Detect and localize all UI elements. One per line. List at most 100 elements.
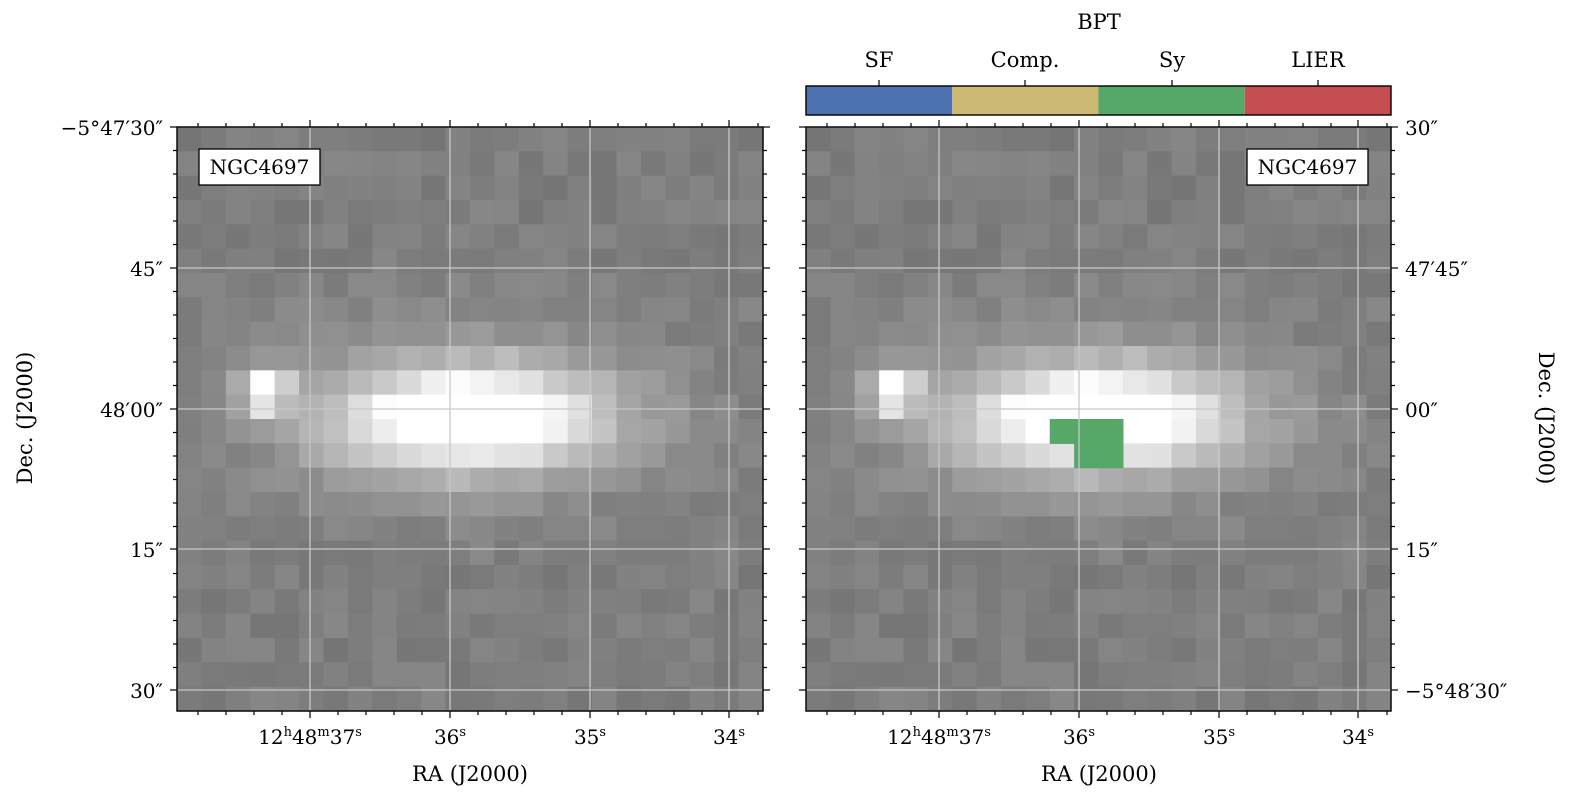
colorbar-frame xyxy=(805,85,1392,116)
image-pixel xyxy=(494,589,520,615)
image-pixel xyxy=(323,151,349,177)
image-pixel xyxy=(543,467,569,493)
image-pixel xyxy=(1244,127,1270,152)
image-pixel xyxy=(1098,540,1124,566)
image-pixel xyxy=(1122,686,1148,712)
image-pixel xyxy=(1122,321,1148,347)
right-xtick-label-1: 36s xyxy=(1063,725,1095,749)
image-pixel xyxy=(976,297,1002,323)
image-pixel xyxy=(879,151,905,177)
image-pixel xyxy=(518,248,544,274)
image-pixel xyxy=(323,540,349,566)
image-pixel xyxy=(1269,321,1295,347)
image-pixel xyxy=(445,151,471,177)
image-pixel xyxy=(274,273,300,298)
image-pixel xyxy=(201,370,227,396)
image-pixel xyxy=(1366,467,1392,493)
image-pixel xyxy=(830,492,856,517)
image-pixel xyxy=(445,297,471,323)
image-pixel xyxy=(854,443,880,469)
image-pixel xyxy=(714,686,740,712)
image-pixel xyxy=(879,224,905,250)
image-pixel xyxy=(201,224,227,250)
image-pixel xyxy=(274,346,300,371)
image-pixel xyxy=(518,565,544,590)
image-pixel xyxy=(323,467,349,493)
image-pixel xyxy=(592,127,618,152)
bpt-sy-spaxel xyxy=(1098,443,1124,469)
image-pixel xyxy=(421,127,447,152)
image-pixel xyxy=(567,175,593,201)
image-pixel xyxy=(1147,686,1173,712)
image-pixel xyxy=(323,443,349,469)
image-pixel xyxy=(927,686,953,712)
image-pixel xyxy=(372,151,398,177)
image-pixel xyxy=(177,565,203,590)
image-pixel xyxy=(494,346,520,371)
image-pixel xyxy=(323,516,349,542)
image-pixel xyxy=(806,467,831,493)
image-pixel xyxy=(470,467,496,493)
image-pixel xyxy=(1366,200,1392,225)
image-pixel xyxy=(1001,686,1026,712)
image-pixel xyxy=(396,467,422,493)
image-pixel xyxy=(616,540,642,566)
image-pixel xyxy=(927,516,953,542)
image-pixel xyxy=(1342,492,1368,517)
image-pixel xyxy=(1001,613,1026,639)
image-pixel xyxy=(1293,273,1319,298)
image-pixel xyxy=(225,297,251,323)
image-pixel xyxy=(445,492,471,517)
image-pixel xyxy=(879,175,905,201)
image-pixel xyxy=(421,492,447,517)
image-pixel xyxy=(494,662,520,688)
image-pixel xyxy=(372,516,398,542)
image-pixel xyxy=(299,467,325,493)
image-pixel xyxy=(976,516,1002,542)
image-pixel xyxy=(1196,662,1221,688)
left-x-axis-label: RA (J2000) xyxy=(412,762,528,786)
image-pixel xyxy=(616,419,642,444)
image-pixel xyxy=(806,151,831,177)
left-xtick-label-3: 34s xyxy=(713,725,745,749)
image-pixel xyxy=(567,419,593,444)
image-pixel xyxy=(1317,321,1343,347)
image-pixel xyxy=(1317,273,1343,298)
image-pixel xyxy=(1098,565,1124,590)
image-pixel xyxy=(1244,638,1270,663)
image-pixel xyxy=(1220,127,1246,152)
image-pixel xyxy=(640,224,666,250)
image-pixel xyxy=(1074,370,1100,396)
image-pixel xyxy=(592,346,618,371)
image-pixel xyxy=(1147,224,1173,250)
image-pixel xyxy=(1074,613,1100,639)
image-pixel xyxy=(952,638,978,663)
image-pixel xyxy=(738,151,764,177)
image-pixel xyxy=(806,492,831,517)
image-pixel xyxy=(1098,297,1124,323)
image-pixel xyxy=(1366,565,1392,590)
image-pixel xyxy=(640,175,666,201)
image-pixel xyxy=(347,443,373,469)
image-pixel xyxy=(225,127,251,152)
image-pixel xyxy=(952,370,978,396)
image-pixel xyxy=(1049,200,1075,225)
image-pixel xyxy=(976,565,1002,590)
image-pixel xyxy=(806,443,831,469)
image-pixel xyxy=(1220,151,1246,177)
image-pixel xyxy=(1220,248,1246,274)
colorbar-ticks xyxy=(878,80,1319,86)
image-pixel xyxy=(689,248,715,274)
image-pixel xyxy=(543,200,569,225)
image-pixel xyxy=(396,565,422,590)
image-pixel xyxy=(854,589,880,615)
left-xtick-label-1: 36s xyxy=(434,725,466,749)
image-pixel xyxy=(689,273,715,298)
image-pixel xyxy=(903,175,929,201)
image-pixel xyxy=(274,540,300,566)
image-pixel xyxy=(854,662,880,688)
image-pixel xyxy=(274,297,300,323)
image-pixel xyxy=(738,370,764,396)
image-pixel xyxy=(976,224,1002,250)
image-pixel xyxy=(592,516,618,542)
